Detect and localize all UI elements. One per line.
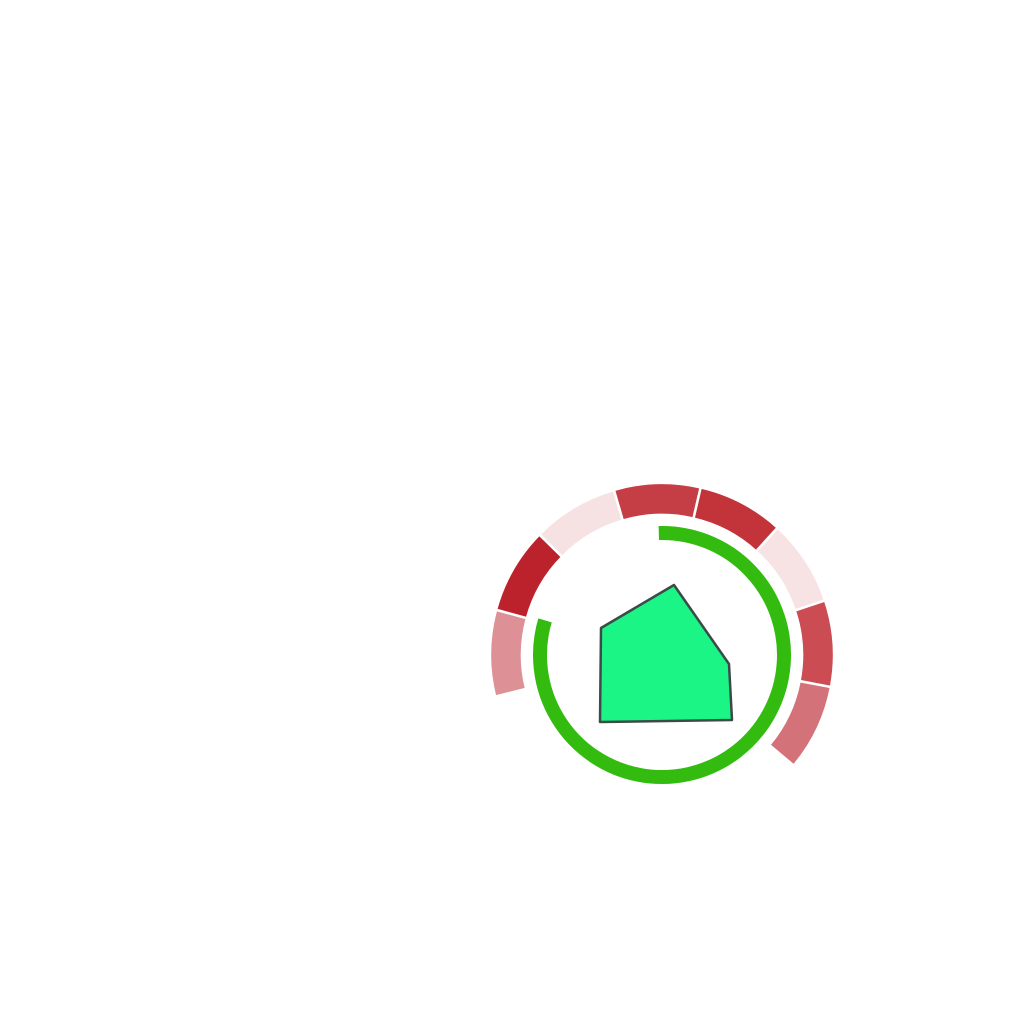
segment-ring <box>488 481 836 768</box>
pentagon-house-icon <box>598 583 734 724</box>
ring-segment <box>488 608 529 699</box>
ring-segment <box>767 679 833 768</box>
ring-segment <box>612 481 703 523</box>
progress-ring-arc <box>533 526 791 784</box>
ring-segment <box>793 598 836 689</box>
ring-segment <box>537 488 625 559</box>
